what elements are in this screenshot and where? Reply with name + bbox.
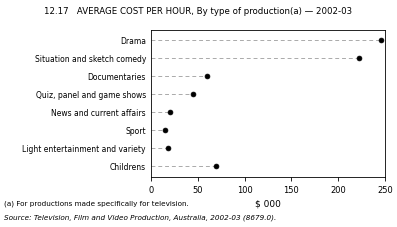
Text: 12.17   AVERAGE COST PER HOUR, By type of production(a) — 2002-03: 12.17 AVERAGE COST PER HOUR, By type of …: [44, 7, 353, 16]
Text: (a) For productions made specifically for television.: (a) For productions made specifically fo…: [4, 201, 189, 207]
Text: Source: Television, Film and Video Production, Australia, 2002-03 (8679.0).: Source: Television, Film and Video Produ…: [4, 215, 276, 221]
X-axis label: $ 000: $ 000: [255, 199, 281, 208]
